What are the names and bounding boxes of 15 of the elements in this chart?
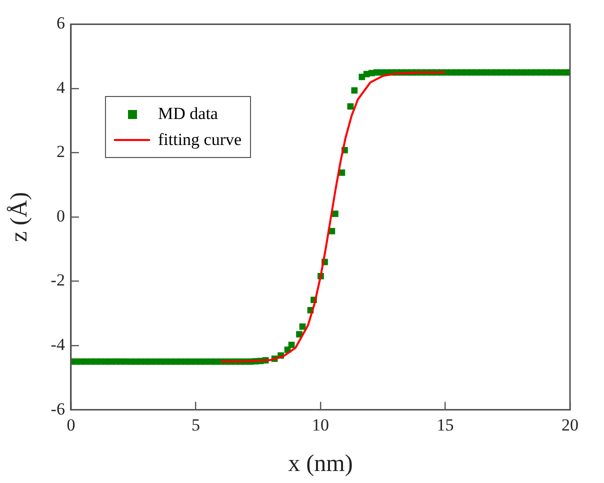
y-tick-label: -6 [50, 399, 65, 418]
x-tick-label: 15 [436, 415, 454, 434]
y-tick-label: 2 [56, 142, 65, 162]
x-axis-title: x (nm) [288, 450, 353, 477]
y-tick-label: -2 [50, 270, 65, 290]
y-tick-label: 0 [56, 206, 65, 226]
legend-label: fitting curve [158, 130, 242, 150]
legend-label: MD data [158, 104, 218, 124]
y-tick-label: -4 [50, 335, 66, 354]
y-axis-title: z (Å) [6, 192, 33, 242]
y-tick-label: 4 [56, 78, 66, 97]
y-tick-label: 6 [56, 14, 65, 33]
x-tick-label: 20 [562, 415, 578, 434]
x-tick-label: 5 [191, 415, 200, 434]
x-tick-label: 10 [312, 415, 329, 434]
